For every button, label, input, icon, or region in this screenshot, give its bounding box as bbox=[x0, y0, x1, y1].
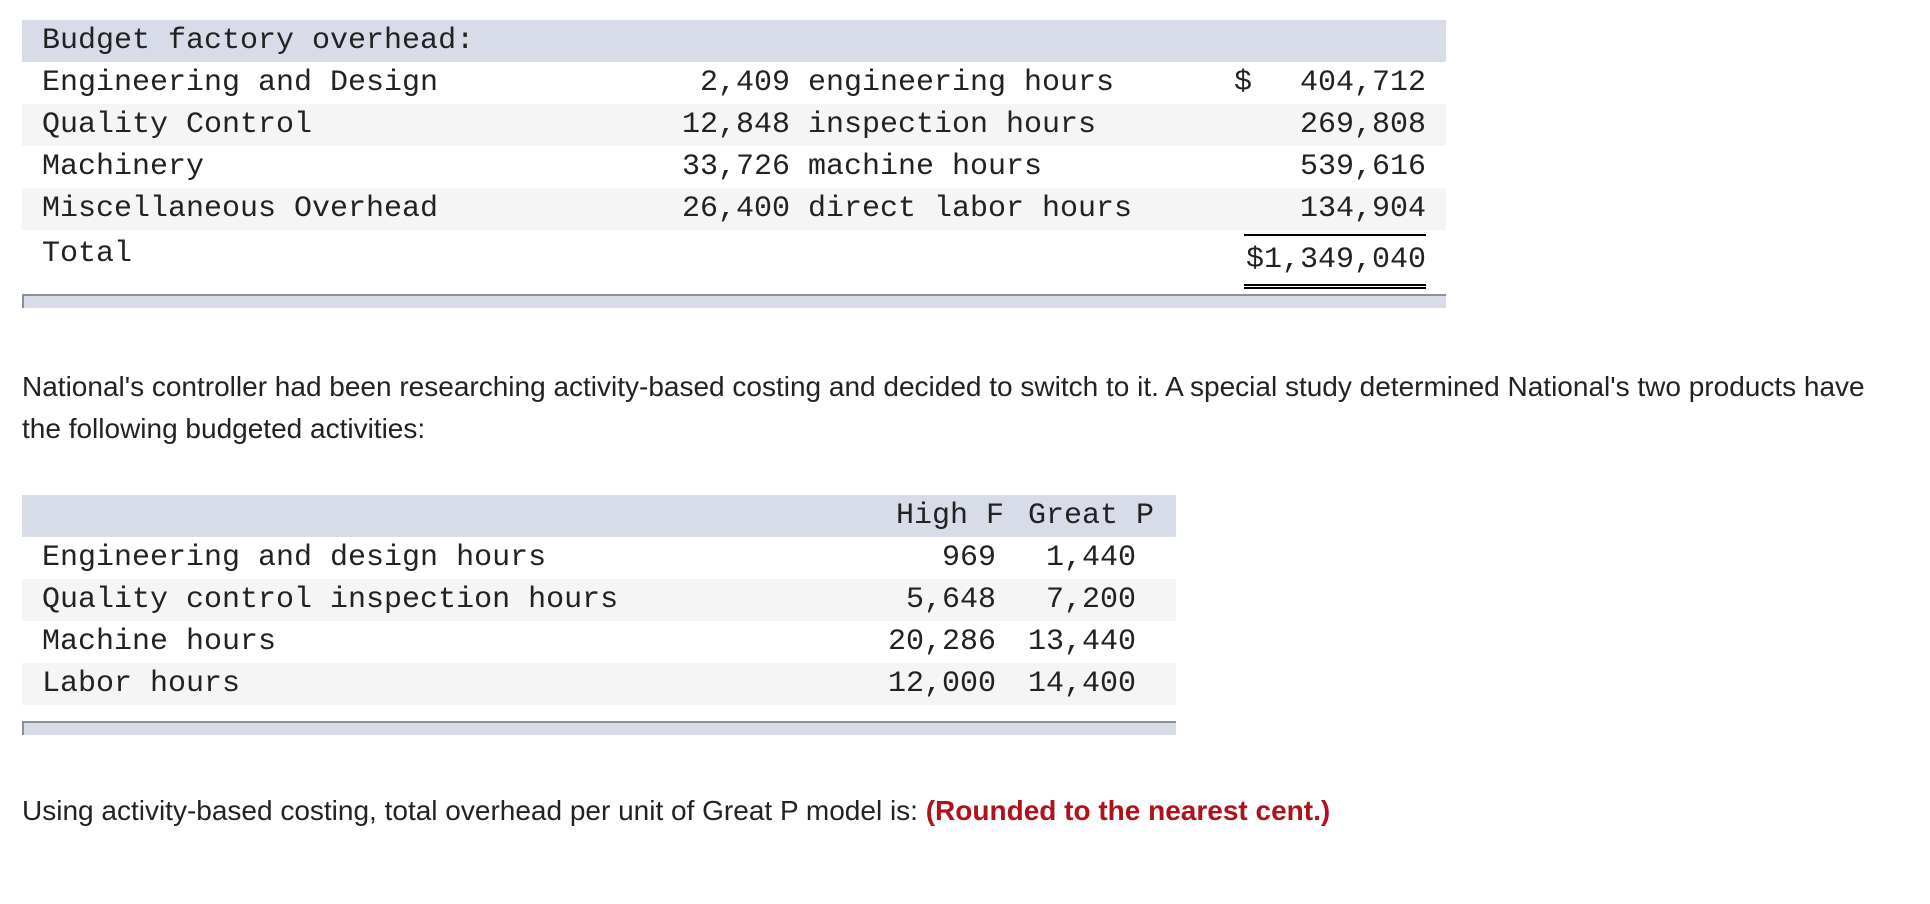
row-label: Miscellaneous Overhead bbox=[42, 192, 439, 226]
budget-overhead-table: Budget factory overhead: Engineering and… bbox=[22, 20, 1446, 308]
rounding-instruction: (Rounded to the nearest cent.) bbox=[925, 795, 1331, 826]
table-row: Engineering and Design 2,409 engineering… bbox=[22, 62, 1446, 104]
table-row: Quality control inspection hours 5,648 7… bbox=[22, 579, 1176, 621]
table-row: Quality Control 12,848 inspection hours … bbox=[22, 104, 1446, 146]
row-amount: 404,712 bbox=[1299, 66, 1426, 100]
great-p-value: 1,440 bbox=[1045, 541, 1136, 575]
row-unit: engineering hours bbox=[808, 66, 1115, 100]
table-row: Machine hours 20,286 13,440 bbox=[22, 621, 1176, 663]
budget-table-header-row: Budget factory overhead: bbox=[22, 20, 1446, 62]
budget-table-title: Budget factory overhead: bbox=[42, 24, 475, 58]
row-label: Engineering and Design bbox=[42, 66, 439, 100]
row-label: Machinery bbox=[42, 150, 205, 184]
row-unit: direct labor hours bbox=[808, 192, 1133, 226]
table-footer-bar bbox=[22, 294, 1446, 308]
high-f-value: 12,000 bbox=[887, 667, 996, 701]
row-amount: 539,616 bbox=[1299, 150, 1426, 184]
row-amount: 269,808 bbox=[1299, 108, 1426, 142]
row-amount: 134,904 bbox=[1299, 192, 1426, 226]
row-quantity: 12,848 bbox=[681, 108, 790, 142]
activities-table: High F Great P Engineering and design ho… bbox=[22, 495, 1176, 735]
row-label: Machine hours bbox=[42, 625, 277, 659]
intro-paragraph: National's controller had been researchi… bbox=[22, 371, 1865, 444]
great-p-value: 7,200 bbox=[1045, 583, 1136, 617]
activities-table-header-row: High F Great P bbox=[22, 495, 1176, 537]
question-text: Using activity-based costing, total over… bbox=[22, 790, 1902, 832]
row-label: Quality Control bbox=[42, 108, 313, 142]
great-p-value: 13,440 bbox=[1027, 625, 1136, 659]
total-amount: $1,349,040 bbox=[1243, 234, 1426, 289]
row-quantity: 33,726 bbox=[681, 150, 790, 184]
dollar-sign: $ bbox=[1234, 66, 1253, 100]
high-f-value: 5,648 bbox=[905, 583, 996, 617]
great-p-value: 14,400 bbox=[1027, 667, 1136, 701]
row-label: Labor hours bbox=[42, 667, 241, 701]
row-quantity: 26,400 bbox=[681, 192, 790, 226]
table-row: Labor hours 12,000 14,400 bbox=[22, 663, 1176, 705]
total-row: Total $1,349,040 bbox=[22, 230, 1446, 289]
column-header-great-p: Great P bbox=[1027, 499, 1154, 533]
table-row: Engineering and design hours 969 1,440 bbox=[22, 537, 1176, 579]
row-label: Engineering and design hours bbox=[42, 541, 547, 575]
table-footer-bar bbox=[22, 721, 1176, 735]
row-unit: inspection hours bbox=[808, 108, 1097, 142]
high-f-value: 969 bbox=[941, 541, 996, 575]
row-unit: machine hours bbox=[808, 150, 1043, 184]
question-prompt: Using activity-based costing, total over… bbox=[22, 795, 926, 826]
row-quantity: 2,409 bbox=[699, 66, 790, 100]
table-row: Machinery 33,726 machine hours 539,616 bbox=[22, 146, 1446, 188]
row-label: Quality control inspection hours bbox=[42, 583, 619, 617]
total-label: Total bbox=[42, 237, 133, 271]
high-f-value: 20,286 bbox=[887, 625, 996, 659]
column-header-high-f: High F bbox=[895, 499, 1004, 533]
table-row: Miscellaneous Overhead 26,400 direct lab… bbox=[22, 188, 1446, 230]
